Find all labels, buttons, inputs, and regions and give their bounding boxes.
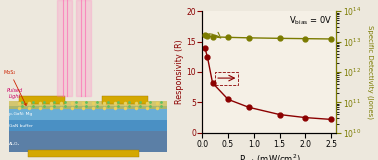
Text: p-GaN: Mg: p-GaN: Mg xyxy=(9,112,33,116)
Bar xyxy=(28,150,139,157)
Bar xyxy=(215,72,239,85)
Bar xyxy=(9,128,167,152)
Text: V$_{\mathrm{bias}}$ = 0V: V$_{\mathrm{bias}}$ = 0V xyxy=(289,15,332,27)
Text: Pulsed
Light: Pulsed Light xyxy=(7,88,23,99)
Bar xyxy=(102,96,148,104)
Text: Al₂O₃: Al₂O₃ xyxy=(9,142,20,146)
Text: MoS₂: MoS₂ xyxy=(4,69,26,105)
Bar xyxy=(9,115,167,131)
Text: GaN buffer: GaN buffer xyxy=(9,124,33,128)
Bar xyxy=(9,101,167,109)
Bar xyxy=(19,96,65,104)
Y-axis label: Specific Detectivity (Jones): Specific Detectivity (Jones) xyxy=(367,25,373,119)
Y-axis label: Responsivity (R): Responsivity (R) xyxy=(175,40,184,104)
Bar xyxy=(9,106,167,120)
X-axis label: P$_{\mathrm{opt}}$ (mW/cm$^2$): P$_{\mathrm{opt}}$ (mW/cm$^2$) xyxy=(239,152,300,160)
